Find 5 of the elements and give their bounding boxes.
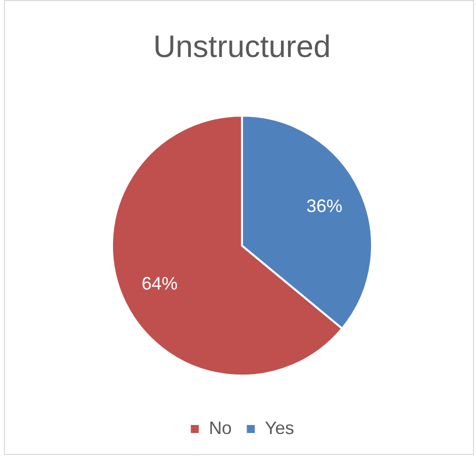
- data-label: 36%: [306, 196, 342, 216]
- legend-label: No: [208, 418, 232, 438]
- legend-label: Yes: [264, 418, 294, 438]
- chart-title: Unstructured: [153, 29, 331, 64]
- data-label: 64%: [142, 273, 178, 294]
